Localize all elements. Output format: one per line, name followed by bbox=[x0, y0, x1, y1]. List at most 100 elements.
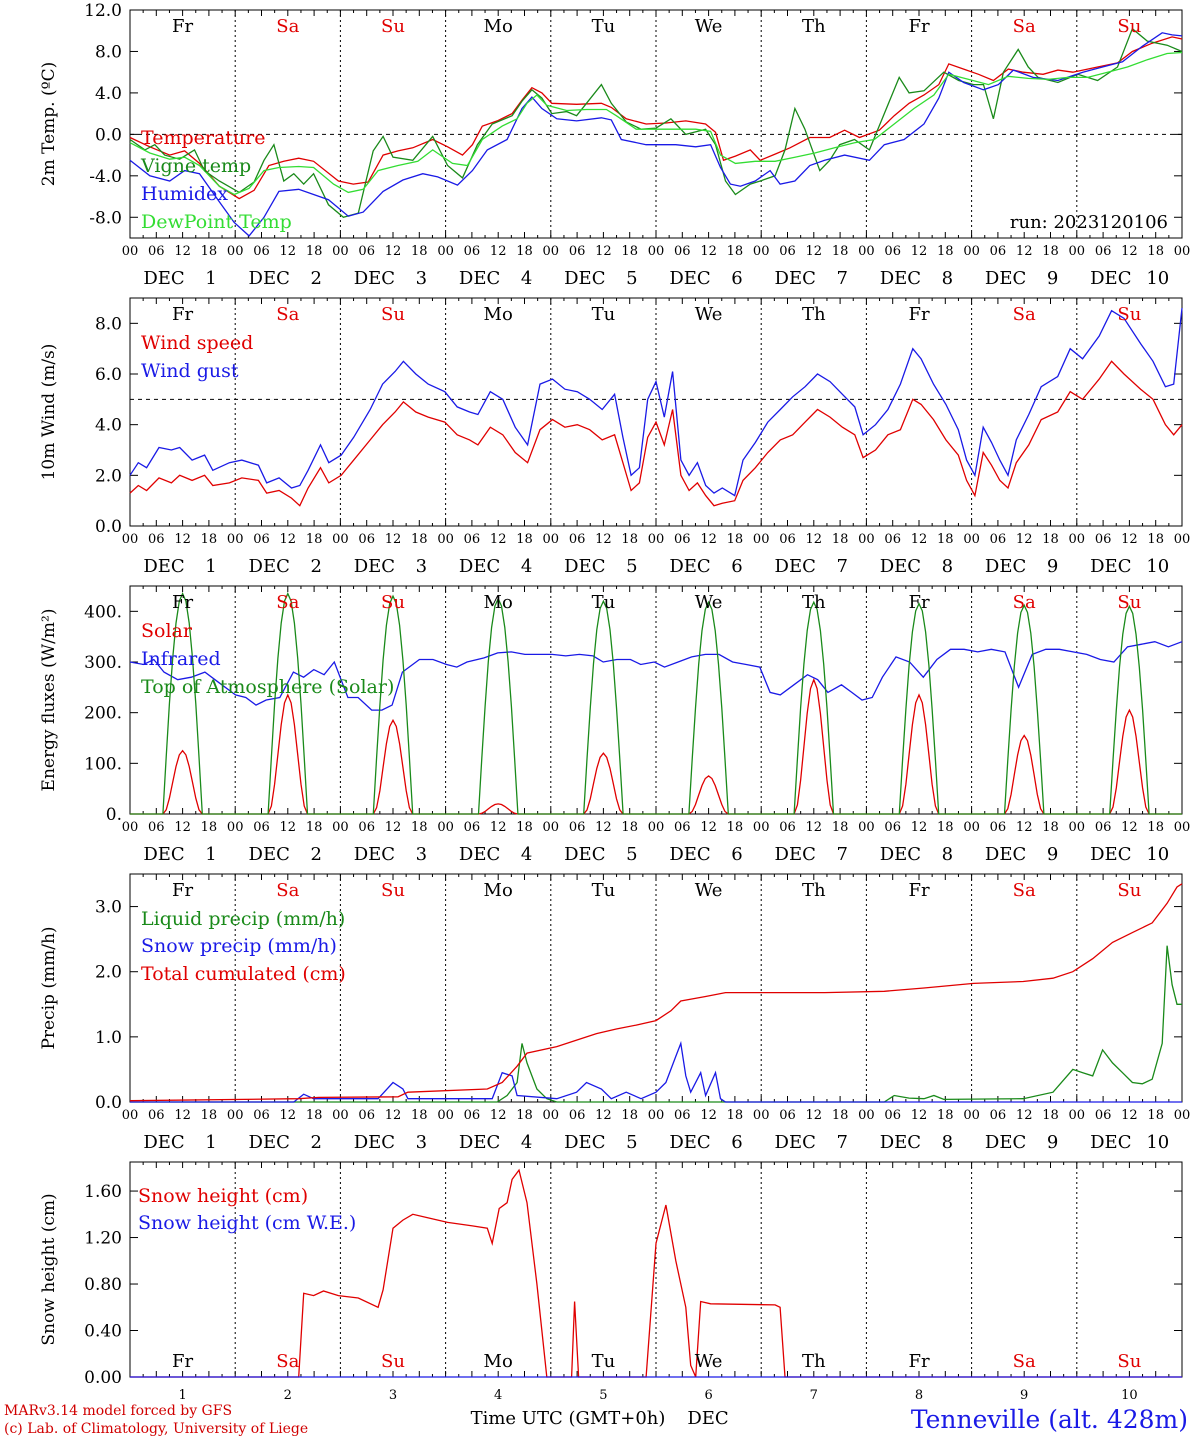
month-label: DEC bbox=[880, 268, 921, 289]
hour-label: 12 bbox=[1016, 820, 1033, 835]
legend-entry: Temperature bbox=[141, 127, 265, 149]
day-label: 2 bbox=[284, 1388, 292, 1403]
hour-label: 12 bbox=[1016, 244, 1033, 259]
day-label: 1 bbox=[205, 268, 216, 289]
hour-label: 18 bbox=[832, 820, 849, 835]
month-label: DEC bbox=[249, 1132, 290, 1153]
weekday-label: Mo bbox=[484, 592, 513, 613]
month-label: DEC bbox=[669, 268, 710, 289]
month-label: DEC bbox=[985, 556, 1026, 577]
hour-label: 18 bbox=[937, 820, 954, 835]
month-label: DEC bbox=[459, 844, 500, 865]
hour-label: 00 bbox=[648, 820, 665, 835]
hour-label: 12 bbox=[1121, 820, 1138, 835]
day-label: 5 bbox=[626, 844, 637, 865]
hour-label: 12 bbox=[174, 532, 191, 547]
hour-label: 18 bbox=[1042, 820, 1059, 835]
month-label: DEC bbox=[249, 268, 290, 289]
hour-label: 06 bbox=[779, 1108, 796, 1123]
y-tick-label: 1.0 bbox=[95, 1028, 122, 1048]
weekday-label: Fr bbox=[172, 592, 193, 613]
hour-label: 06 bbox=[779, 532, 796, 547]
hour-label: 12 bbox=[595, 532, 612, 547]
hour-label: 00 bbox=[227, 244, 244, 259]
day-label: 3 bbox=[416, 844, 427, 865]
hour-label: 12 bbox=[700, 1108, 717, 1123]
day-label: 9 bbox=[1047, 268, 1058, 289]
month-label: DEC bbox=[775, 556, 816, 577]
hour-label: 06 bbox=[674, 532, 691, 547]
month-label: DEC bbox=[354, 1132, 395, 1153]
day-label: 8 bbox=[942, 268, 953, 289]
legend-entry: Snow precip (mm/h) bbox=[141, 935, 337, 957]
month-label: DEC bbox=[564, 268, 605, 289]
legend-entry: Wind speed bbox=[141, 332, 253, 354]
weekday-label: Su bbox=[381, 880, 405, 901]
weekday-label: Th bbox=[802, 880, 826, 901]
hour-label: 06 bbox=[464, 532, 481, 547]
hour-label: 18 bbox=[411, 820, 428, 835]
hour-label: 06 bbox=[569, 1108, 586, 1123]
weekday-label: Su bbox=[1117, 304, 1141, 325]
day-label: 6 bbox=[731, 268, 742, 289]
hour-label: 06 bbox=[358, 532, 375, 547]
panel-3: 400. 300. 200. 100. 0. Energy fluxes (W/m²) So… bbox=[39, 585, 1191, 865]
month-label: DEC bbox=[985, 1132, 1026, 1153]
weekday-label: Su bbox=[381, 304, 405, 325]
hour-label: 00 bbox=[543, 532, 560, 547]
month-label: DEC bbox=[880, 844, 921, 865]
hour-label: 12 bbox=[280, 244, 297, 259]
hour-label: 18 bbox=[201, 244, 218, 259]
hour-label: 00 bbox=[332, 1108, 349, 1123]
legend-entry: Snow height (cm W.E.) bbox=[138, 1212, 356, 1234]
hour-label: 00 bbox=[437, 244, 454, 259]
day-label: 7 bbox=[836, 268, 847, 289]
weekday-label: Sa bbox=[276, 1351, 299, 1372]
hour-label: 12 bbox=[806, 244, 823, 259]
day-label: 4 bbox=[494, 1388, 502, 1403]
panel-frame bbox=[129, 297, 1183, 527]
y-tick-label: 0.0 bbox=[95, 125, 122, 145]
day-label: 8 bbox=[942, 1132, 953, 1153]
day-label: 9 bbox=[1047, 844, 1058, 865]
weekday-label: We bbox=[695, 304, 723, 325]
y-tick-label: 300. bbox=[84, 653, 122, 673]
hour-label: 00 bbox=[122, 1108, 139, 1123]
hour-label: 00 bbox=[1174, 820, 1191, 835]
hour-label: 18 bbox=[832, 532, 849, 547]
series-line-1-3 bbox=[129, 32, 1183, 237]
hour-label: 00 bbox=[227, 532, 244, 547]
day-label: 4 bbox=[521, 1132, 532, 1153]
day-label: 2 bbox=[310, 556, 321, 577]
weekday-label: Mo bbox=[484, 1351, 513, 1372]
hour-label: 12 bbox=[174, 1108, 191, 1123]
weekday-label: Su bbox=[1117, 1351, 1141, 1372]
day-label: 1 bbox=[205, 556, 216, 577]
y-axis-label: Snow height (cm) bbox=[39, 1193, 59, 1345]
hour-label: 18 bbox=[1042, 532, 1059, 547]
day-label: 10 bbox=[1146, 268, 1169, 289]
weekday-label: We bbox=[695, 16, 723, 37]
hour-label: 18 bbox=[516, 1108, 533, 1123]
hour-label: 00 bbox=[858, 532, 875, 547]
month-label: DEC bbox=[143, 844, 184, 865]
hour-label: 06 bbox=[990, 244, 1007, 259]
hour-label: 06 bbox=[253, 1108, 270, 1123]
y-tick-label: 2.0 bbox=[95, 963, 122, 983]
hour-label: 00 bbox=[753, 820, 770, 835]
month-label: DEC bbox=[459, 1132, 500, 1153]
hour-label: 18 bbox=[1147, 820, 1164, 835]
hour-label: 06 bbox=[464, 1108, 481, 1123]
y-tick-label: 2.0 bbox=[95, 466, 122, 486]
hour-label: 18 bbox=[1147, 532, 1164, 547]
hour-label: 06 bbox=[674, 1108, 691, 1123]
hour-label: 00 bbox=[437, 1108, 454, 1123]
hour-label: 18 bbox=[201, 532, 218, 547]
weekday-label: Sa bbox=[1013, 592, 1036, 613]
hour-label: 12 bbox=[806, 532, 823, 547]
y-axis-label: Energy fluxes (W/m²) bbox=[39, 609, 59, 792]
series-line-2-2 bbox=[129, 308, 1183, 497]
month-label: DEC bbox=[775, 844, 816, 865]
y-tick-label: 12.0 bbox=[84, 1, 122, 21]
hour-label: 06 bbox=[990, 1108, 1007, 1123]
